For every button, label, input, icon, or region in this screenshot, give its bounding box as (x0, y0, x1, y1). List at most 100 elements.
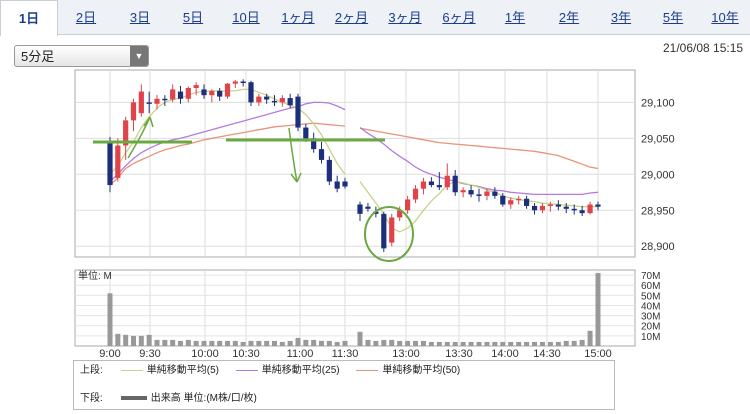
candle-body (412, 188, 419, 200)
volume-bar (436, 341, 442, 346)
volume-bar (107, 293, 113, 346)
legend-volume-swatch (120, 396, 147, 401)
candle-body (232, 81, 238, 84)
volume-bar (295, 337, 301, 346)
volume-tick-label: 70M (641, 271, 660, 282)
chevron-down-icon[interactable]: ▼ (130, 46, 148, 66)
sma50-line-afternoon (359, 127, 599, 170)
volume-bar (311, 339, 317, 346)
volume-bar (420, 340, 426, 346)
tab-11[interactable]: 3年 (610, 10, 632, 25)
volume-bar (579, 339, 585, 346)
volume-bar (357, 331, 363, 346)
candle-body (452, 175, 458, 193)
tab-4[interactable]: 10日 (232, 10, 260, 25)
volume-bar (248, 340, 254, 346)
volume-bar (532, 341, 538, 346)
candle-body (468, 190, 474, 195)
volume-bar (170, 339, 176, 346)
volume-bar (272, 340, 277, 346)
tab-6[interactable]: 2ヶ月 (334, 10, 369, 25)
volume-bar (115, 333, 121, 346)
volume-bar (492, 341, 498, 346)
volume-bar (595, 273, 601, 346)
time-tick-label: 13:30 (445, 348, 473, 360)
candle-body (138, 91, 144, 114)
candle-body (405, 199, 411, 211)
candle-body (428, 181, 434, 186)
candle-body (524, 198, 530, 206)
candle-body (193, 85, 199, 88)
time-tick-label: 13:00 (392, 348, 420, 360)
candle-body (217, 90, 223, 97)
legend-item-volume: 出来高 単位:(M株/口/枚) (120, 392, 257, 406)
time-tick-label: 9:00 (99, 348, 120, 360)
tab-7[interactable]: 3ヶ月 (388, 10, 422, 25)
volume-plot-frame (74, 269, 636, 347)
candle-body (146, 102, 152, 104)
volume-bar (209, 340, 215, 346)
candle-body (115, 145, 121, 178)
candle-body (397, 210, 403, 218)
volume-bar (555, 341, 561, 346)
time-tick-label: 15:00 (584, 348, 612, 360)
candle-body (389, 217, 395, 243)
price-plot-frame (74, 69, 636, 258)
candle-body (170, 89, 176, 100)
candle-body (508, 200, 514, 205)
tab-5[interactable]: 1ヶ月 (281, 10, 315, 25)
time-tick-label: 10:00 (191, 348, 219, 360)
price-tick-label: 29,100 (641, 97, 675, 109)
tab-13[interactable]: 10年 (711, 10, 739, 25)
volume-bar (178, 340, 183, 346)
tab-9[interactable]: 1年 (504, 10, 526, 25)
time-tick-label: 9:30 (139, 348, 160, 360)
candle-body (177, 91, 184, 99)
volume-bar (381, 339, 387, 346)
candle-body (420, 181, 427, 189)
candle-body (162, 98, 168, 101)
candle-body (287, 98, 293, 106)
candle-body (271, 100, 278, 103)
candle-body (539, 205, 546, 211)
volume-bar (389, 339, 395, 346)
candle-body (484, 191, 490, 196)
candle-body (547, 204, 553, 206)
period-tab-bar: 1日 2日 3日 5日 10日 1ヶ月 2ヶ月 3ヶ月 6ヶ月 1年 2年 3年 5年 10年 (0, 0, 750, 36)
tab-12[interactable]: 5年 (662, 10, 684, 25)
candle-body (563, 206, 569, 209)
time-tick-label: 11:30 (332, 348, 359, 360)
candle-body (303, 127, 309, 139)
candle-body (342, 181, 348, 187)
candle-body (516, 198, 522, 201)
volume-bar (131, 335, 136, 346)
legend-sma25-swatch (235, 369, 258, 371)
tab-3[interactable]: 5日 (182, 10, 204, 25)
volume-bar (232, 340, 238, 346)
candle-body (318, 149, 325, 160)
interval-select[interactable]: 5分足 ▼ (14, 45, 149, 67)
tab-1[interactable]: 2日 (75, 10, 97, 25)
volume-bar (563, 340, 569, 346)
candle-body (201, 89, 207, 96)
candle-body (326, 159, 332, 182)
time-tick-label: 10:30 (232, 348, 260, 360)
candle-body (130, 102, 137, 121)
volume-bar (413, 340, 419, 346)
tab-8[interactable]: 6ヶ月 (442, 10, 476, 25)
timestamp: 21/06/08 15:15 (663, 41, 744, 55)
volume-bar (279, 341, 285, 346)
volume-tick-label: 10M (641, 332, 660, 343)
tab-2[interactable]: 3日 (129, 10, 151, 25)
candle-body (240, 81, 246, 84)
price-tick-label: 29,050 (641, 133, 675, 145)
volume-bar (397, 340, 403, 346)
tab-10[interactable]: 2年 (558, 10, 580, 25)
interval-select-value: 5分足 (21, 49, 55, 64)
price-tick-label: 29,000 (641, 169, 675, 181)
volume-bar (264, 340, 270, 346)
tab-0[interactable]: 1日 (0, 0, 58, 36)
sma25-line-morning (109, 101, 346, 182)
volume-bar (587, 330, 593, 346)
